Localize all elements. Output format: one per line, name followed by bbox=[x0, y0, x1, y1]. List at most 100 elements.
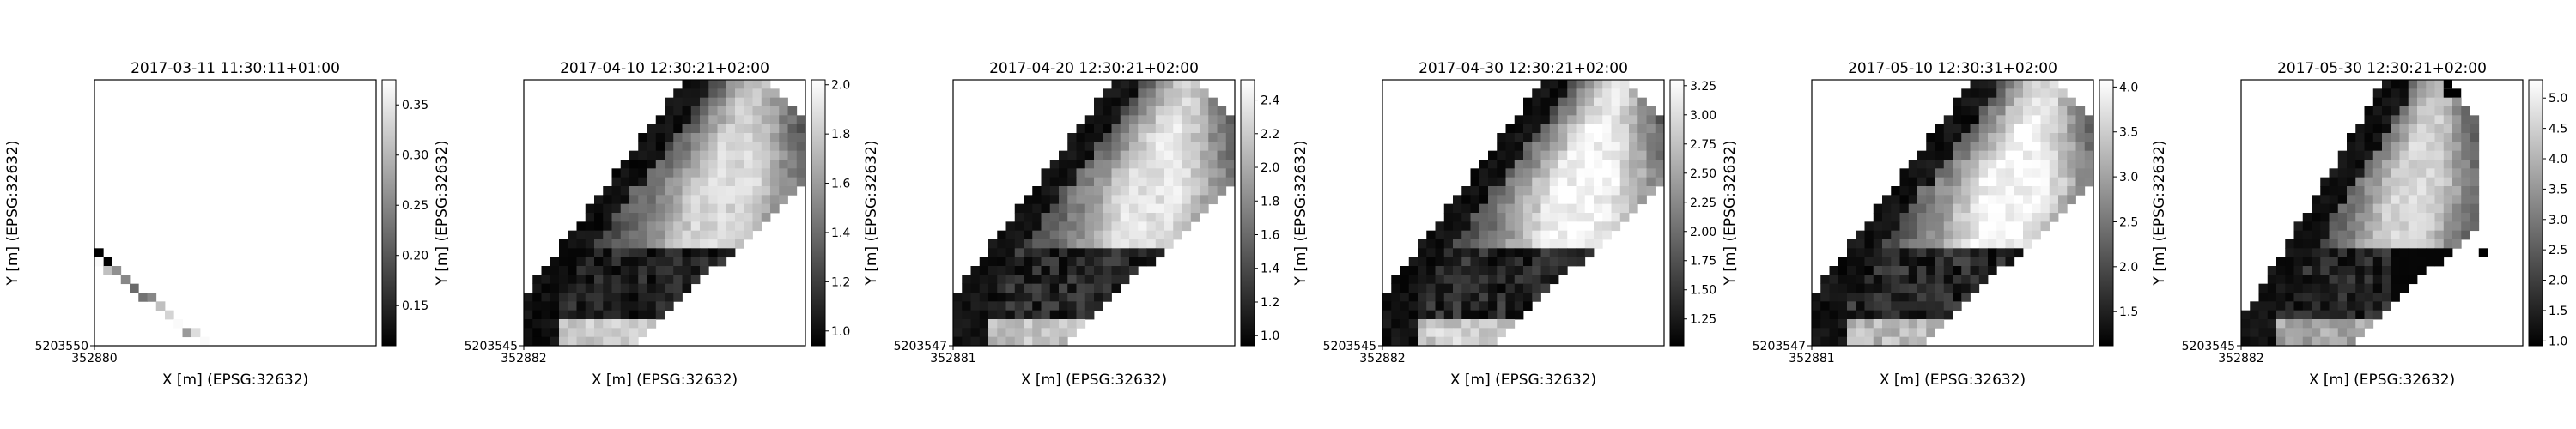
heatmap-cell bbox=[1646, 124, 1656, 134]
heatmap-cell bbox=[1576, 230, 1586, 240]
heatmap-cell bbox=[717, 88, 727, 99]
heatmap-cell bbox=[787, 150, 798, 160]
heatmap-cell bbox=[1996, 150, 2006, 160]
heatmap-cell bbox=[1443, 293, 1454, 302]
heatmap-cell bbox=[1084, 266, 1095, 275]
heatmap-cell bbox=[1479, 248, 1489, 258]
heatmap-cell bbox=[744, 97, 753, 107]
heatmap-cell bbox=[655, 195, 665, 205]
heatmap-cell bbox=[1873, 328, 1883, 338]
heatmap-cell bbox=[682, 195, 692, 205]
heatmap-cell bbox=[1182, 150, 1192, 160]
heatmap-cell bbox=[1024, 248, 1033, 258]
heatmap-cell bbox=[1059, 221, 1068, 232]
heatmap-cell bbox=[1435, 275, 1445, 285]
heatmap-cell bbox=[761, 88, 771, 99]
heatmap-cell bbox=[2408, 160, 2418, 169]
heatmap-cell bbox=[1523, 186, 1533, 196]
heatmap-cell bbox=[1138, 142, 1147, 152]
heatmap-cell bbox=[2014, 248, 2024, 258]
heatmap-cell bbox=[1873, 230, 1883, 240]
heatmap-cell bbox=[2399, 230, 2409, 240]
heatmap-cell bbox=[2364, 230, 2374, 240]
heatmap-cell bbox=[1024, 257, 1033, 267]
heatmap-cell bbox=[2302, 319, 2312, 329]
heatmap-cell bbox=[1138, 203, 1147, 214]
heatmap-cell bbox=[1847, 239, 1856, 249]
heatmap-cell bbox=[200, 336, 210, 347]
heatmap-cell bbox=[2461, 150, 2470, 160]
heatmap-cell bbox=[1103, 97, 1112, 107]
heatmap-cell bbox=[2337, 203, 2348, 214]
heatmap-cell bbox=[2032, 142, 2041, 152]
heatmap-cell bbox=[1594, 97, 1603, 107]
heatmap-cell bbox=[673, 293, 683, 302]
heatmap-cell bbox=[2005, 186, 2015, 196]
heatmap-cell bbox=[761, 203, 771, 214]
heatmap-cell bbox=[2347, 177, 2356, 187]
heatmap-cell bbox=[1138, 80, 1147, 89]
heatmap-cell bbox=[2399, 283, 2409, 293]
heatmap-cell bbox=[744, 203, 753, 214]
heatmap-cell bbox=[1443, 248, 1454, 258]
heatmap-cell bbox=[2276, 293, 2286, 302]
heatmap-cell bbox=[1182, 160, 1192, 169]
heatmap-cell bbox=[1594, 221, 1603, 232]
heatmap-cell bbox=[1619, 97, 1630, 107]
heatmap-cell bbox=[1103, 195, 1112, 205]
heatmap-cell bbox=[2382, 266, 2391, 275]
heatmap-cell bbox=[2372, 186, 2383, 196]
heatmap-cell bbox=[2320, 177, 2330, 187]
heatmap-cell bbox=[2417, 195, 2427, 205]
heatmap-cell bbox=[1111, 124, 1121, 134]
heatmap-cell bbox=[1576, 160, 1586, 169]
heatmap-cell bbox=[735, 168, 744, 178]
heatmap-cell bbox=[1646, 150, 1656, 160]
heatmap-cell bbox=[1584, 195, 1595, 205]
heatmap-cell bbox=[2426, 213, 2435, 222]
heatmap-cell bbox=[1111, 88, 1121, 99]
heatmap-cell bbox=[2452, 230, 2462, 240]
heatmap-cell bbox=[1032, 239, 1042, 249]
heatmap-cell bbox=[1479, 293, 1489, 302]
heatmap-cell bbox=[1067, 221, 1077, 232]
heatmap-cell bbox=[2005, 195, 2015, 205]
heatmap-cell bbox=[2391, 257, 2400, 267]
heatmap-cell bbox=[2276, 310, 2286, 320]
heatmap-cell bbox=[1864, 336, 1874, 347]
heatmap-cell bbox=[1996, 88, 2006, 99]
heatmap-cell bbox=[1067, 266, 1077, 275]
heatmap-cell bbox=[1084, 239, 1095, 249]
heatmap-cell bbox=[1164, 124, 1174, 134]
heatmap-cell bbox=[1926, 168, 1935, 178]
heatmap-cell bbox=[988, 293, 998, 302]
heatmap-cell bbox=[1120, 115, 1130, 125]
heatmap-cell bbox=[1138, 195, 1147, 205]
heatmap-cell bbox=[1067, 160, 1077, 169]
heatmap-cell bbox=[1899, 301, 1910, 311]
heatmap-cell bbox=[2005, 168, 2015, 178]
heatmap-cell bbox=[1190, 213, 1200, 222]
heatmap-cell bbox=[1400, 283, 1410, 293]
heatmap-cell bbox=[2364, 266, 2374, 275]
heatmap-cell bbox=[744, 115, 753, 125]
heatmap-cell bbox=[2426, 160, 2435, 169]
heatmap-cell bbox=[647, 124, 657, 134]
heatmap-cell bbox=[1637, 142, 1647, 152]
heatmap-cell bbox=[594, 195, 604, 205]
heatmap-cell bbox=[1408, 293, 1419, 302]
heatmap-cell bbox=[1200, 177, 1209, 187]
heatmap-cell bbox=[673, 88, 683, 99]
heatmap-cell bbox=[655, 275, 665, 285]
heatmap-cell bbox=[1935, 221, 1945, 232]
heatmap-cell bbox=[1891, 213, 1900, 222]
heatmap-cell bbox=[2084, 133, 2094, 142]
heatmap-cell bbox=[585, 310, 595, 320]
heatmap-cell bbox=[708, 168, 718, 178]
heatmap-cell bbox=[1024, 319, 1033, 329]
heatmap-cell bbox=[647, 203, 657, 214]
heatmap-cell bbox=[1829, 328, 1839, 338]
heatmap-cell bbox=[1155, 221, 1165, 232]
heatmap-cell bbox=[761, 124, 771, 134]
heatmap-cell bbox=[717, 133, 727, 142]
